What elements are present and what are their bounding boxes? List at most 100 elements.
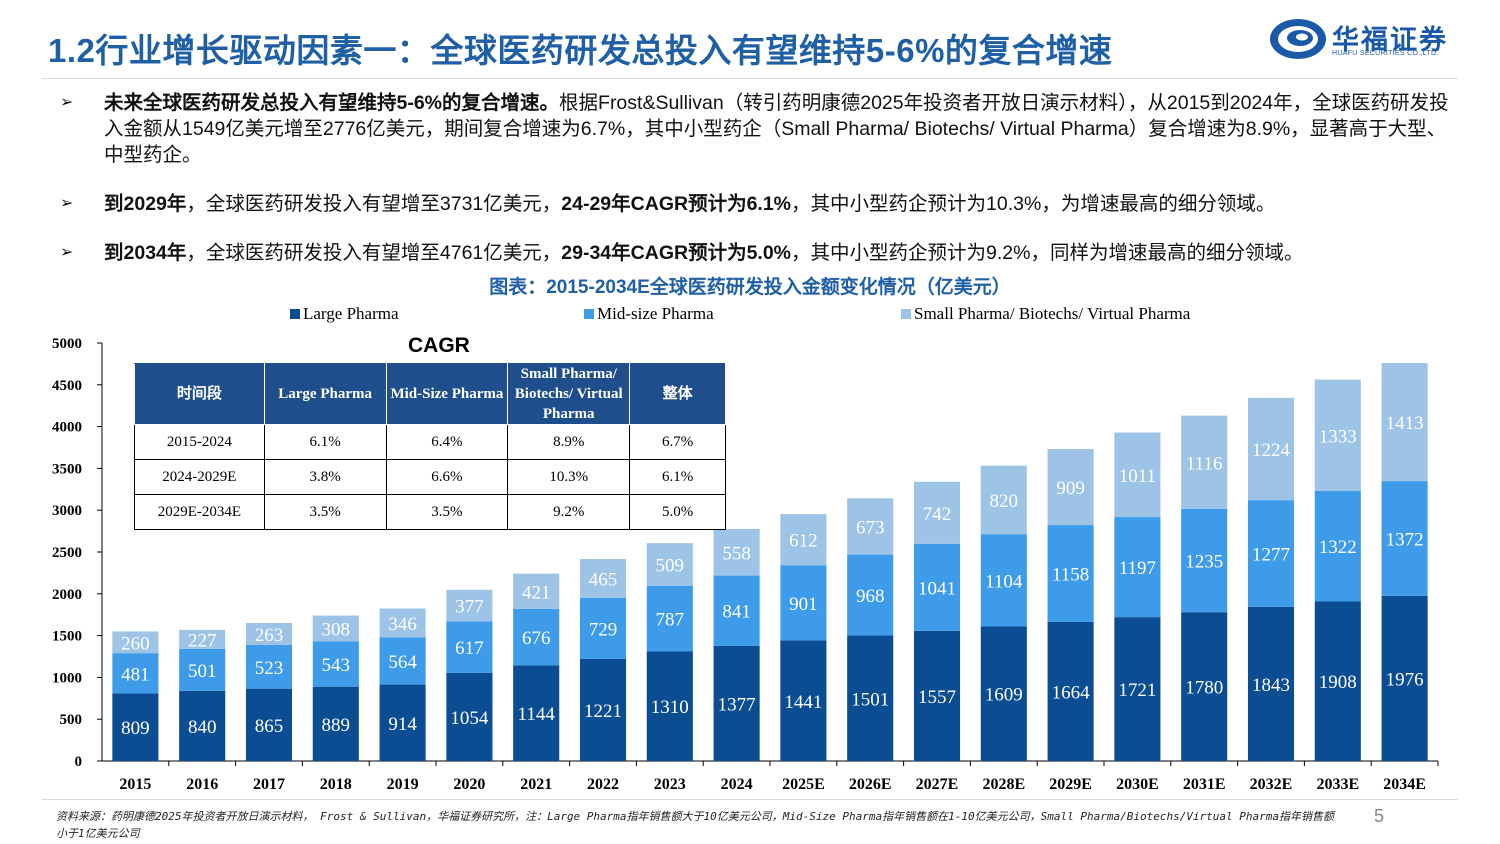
chart-title: 图表：2015-2034E全球医药研发投入金额变化情况（亿美元）	[489, 277, 1011, 298]
bar-segment	[1314, 601, 1361, 761]
bar-segment	[1381, 362, 1428, 482]
y-tick-label: 1500	[52, 629, 82, 645]
data-label: 509	[656, 555, 685, 576]
x-tick-label: 2034E	[1383, 776, 1426, 793]
bar-segment	[513, 665, 560, 761]
x-tick-label: 2028E	[982, 776, 1025, 793]
bullet-bold: 未来全球医药研发总投入有望维持5-6%的复合增速。	[104, 92, 560, 114]
data-label: 901	[789, 594, 818, 615]
data-label: 673	[856, 517, 885, 538]
data-label: 1333	[1319, 426, 1357, 447]
x-tick-label: 2018	[320, 776, 352, 793]
bar-segment	[379, 608, 426, 638]
x-tick-label: 2023	[654, 776, 686, 793]
bar-segment	[112, 653, 159, 694]
data-label: 1104	[985, 571, 1023, 592]
x-tick-label: 2021	[520, 776, 552, 793]
data-label: 1277	[1252, 545, 1290, 566]
data-label: 1224	[1252, 440, 1291, 461]
data-label: 227	[188, 630, 217, 651]
x-tick-label: 2020	[453, 776, 485, 793]
bar-segment	[713, 575, 760, 646]
table-cell: 3.5%	[385, 494, 509, 530]
bar-segment	[847, 498, 894, 555]
bar-segment	[179, 629, 226, 649]
data-label: 1011	[1119, 466, 1156, 487]
bar-segment	[312, 615, 359, 642]
bar-segment	[1314, 379, 1361, 491]
bar-segment	[446, 589, 493, 622]
bar-segment	[1181, 415, 1228, 509]
data-label: 1041	[918, 578, 956, 599]
data-label: 787	[656, 610, 685, 631]
company-logo: 华福证券 HUAFU SECURITIES CO.,LTD.	[1268, 14, 1448, 64]
data-label: 564	[388, 652, 417, 673]
arrow-bullet-icon: ➢	[60, 244, 74, 261]
data-label: 1158	[1052, 564, 1089, 585]
data-label: 841	[722, 602, 751, 623]
bar-segment	[446, 621, 493, 673]
bar-segment	[980, 534, 1027, 627]
x-tick-label: 2030E	[1116, 776, 1159, 793]
data-label: 865	[255, 716, 284, 737]
bar-segment	[513, 608, 560, 666]
table-cell: 6.4%	[385, 424, 509, 460]
cagr-table-label: CAGR	[408, 334, 470, 357]
table-cell: 9.2%	[507, 494, 631, 530]
bar-segment	[379, 637, 426, 685]
y-tick-label: 5000	[52, 336, 82, 352]
y-tick-label: 1000	[52, 670, 82, 686]
arrow-bullet-icon: ➢	[60, 195, 74, 212]
data-label: 676	[522, 628, 551, 649]
table-cell: 6.6%	[385, 459, 509, 495]
bar-segment	[1047, 449, 1094, 526]
bar-segment	[913, 481, 961, 544]
data-label: 308	[322, 619, 351, 640]
bullet-text: ，其中小型药企预计为9.2%，同样为增速最高的细分领域。	[791, 242, 1304, 264]
y-tick-label: 2500	[52, 545, 82, 561]
table-header-cell: Small Pharma/ Biotechs/ Virtual Pharma	[507, 363, 631, 425]
page-title: 1.2行业增长驱动因素一：全球医药研发总投入有望维持5-6%的复合增速	[48, 32, 1113, 69]
table-cell: 3.5%	[263, 494, 387, 530]
table-row: 2015-2024 6.1% 6.4% 8.9% 6.7%	[134, 424, 726, 460]
data-label: 1843	[1252, 675, 1290, 696]
bullet-item: ➢ 到2029年，全球医药研发投入有望增至3731亿美元，24-29年CAGR预…	[60, 191, 1450, 217]
table-header-row: 时间段 Large Pharma Mid-Size Pharma Small P…	[134, 363, 726, 425]
x-tick-label: 2024	[721, 776, 753, 793]
data-label: 840	[188, 717, 217, 738]
data-label: 481	[121, 664, 150, 685]
bar-segment	[713, 645, 760, 761]
data-label: 1557	[918, 687, 956, 708]
data-label: 1221	[584, 701, 622, 722]
data-label: 1664	[1052, 682, 1091, 703]
legend-swatch	[901, 309, 911, 319]
data-label: 1908	[1319, 672, 1357, 693]
page-number: 5	[1374, 806, 1385, 826]
bar-segment	[1247, 500, 1295, 607]
bullet-text: ，其中小型药企预计为10.3%，为增速最高的细分领域。	[791, 193, 1276, 215]
table-row: 2029E-2034E 3.5% 3.5% 9.2% 5.0%	[134, 494, 726, 530]
stacked-bar-chart: 0 500 1000 1500 2000 2500 3000 3500 4000 4500 5000…	[52, 304, 1439, 793]
bar-segment	[1114, 517, 1161, 618]
bar-segment	[780, 565, 827, 641]
data-label: 1721	[1118, 680, 1156, 701]
x-tick-label: 2016	[186, 776, 218, 793]
data-label: 1780	[1185, 678, 1223, 699]
table-cell: 3.8%	[263, 459, 387, 495]
y-tick-label: 0	[75, 754, 83, 770]
legend-label: Mid-size Pharma	[597, 304, 714, 323]
y-tick-label: 4000	[52, 420, 82, 436]
y-tick-label: 2000	[52, 587, 82, 603]
data-label: 1377	[718, 694, 756, 715]
logo-name: 华福证券	[1332, 25, 1448, 55]
data-label: 889	[322, 715, 351, 736]
bullet-text: 根据Frost&Sullivan（转引药明康德2025年投资者开放日演示材料），…	[104, 92, 1449, 166]
bar-segment	[312, 641, 359, 687]
data-label: 1372	[1386, 529, 1424, 550]
table-cell: 5.0%	[629, 494, 726, 530]
table-cell: 6.7%	[629, 424, 726, 460]
source-note: 资料来源：药明康德2025年投资者开放日演示材料， Frost & Sulliv…	[56, 810, 1335, 840]
bullet-text: ，全球医药研发投入有望增至3731亿美元，	[186, 193, 562, 215]
table-cell: 10.3%	[507, 459, 631, 495]
data-label: 1413	[1386, 413, 1424, 434]
